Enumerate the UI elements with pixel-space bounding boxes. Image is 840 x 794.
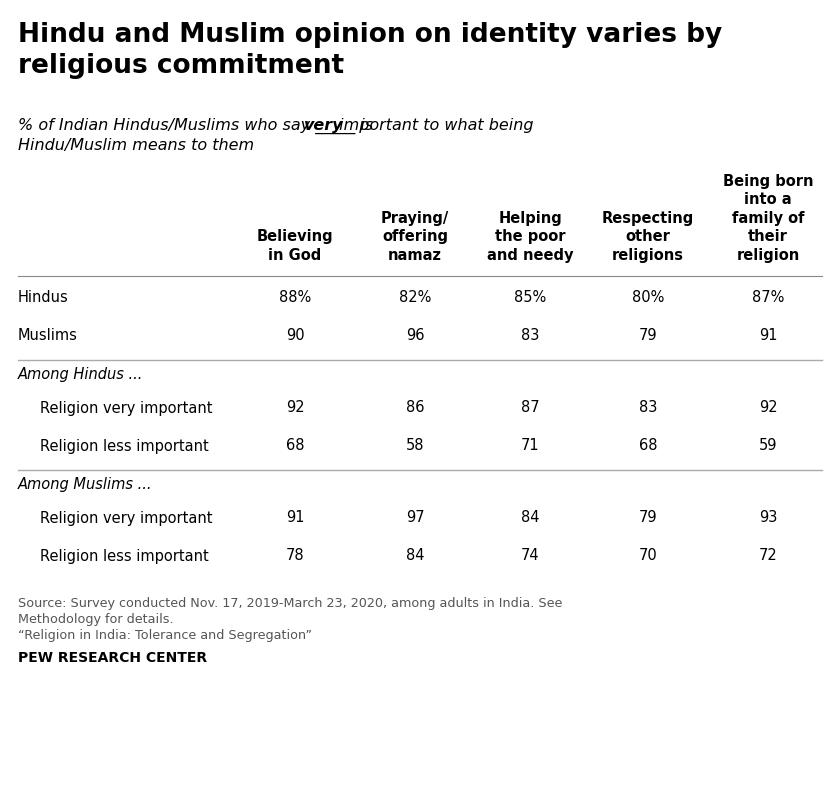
Text: Praying/
offering
namaz: Praying/ offering namaz: [381, 210, 449, 263]
Text: “Religion in India: Tolerance and Segregation”: “Religion in India: Tolerance and Segreg…: [18, 629, 312, 642]
Text: important to what being: important to what being: [334, 118, 533, 133]
Text: 91: 91: [286, 511, 304, 526]
Text: 92: 92: [286, 400, 304, 415]
Text: 58: 58: [406, 438, 424, 453]
Text: 85%: 85%: [514, 291, 546, 306]
Text: 90: 90: [286, 329, 304, 344]
Text: Hindu/Muslim means to them: Hindu/Muslim means to them: [18, 138, 255, 153]
Text: Among Hindus ...: Among Hindus ...: [18, 367, 144, 381]
Text: 83: 83: [521, 329, 539, 344]
Text: 83: 83: [638, 400, 657, 415]
Text: 87%: 87%: [752, 291, 785, 306]
Text: 70: 70: [638, 549, 658, 564]
Text: Among Muslims ...: Among Muslims ...: [18, 476, 153, 491]
Text: Hindus: Hindus: [18, 291, 69, 306]
Text: 97: 97: [406, 511, 424, 526]
Text: 92: 92: [759, 400, 777, 415]
Text: 79: 79: [638, 329, 658, 344]
Text: % of Indian Hindus/Muslims who say _____ is: % of Indian Hindus/Muslims who say _____…: [18, 118, 378, 134]
Text: 84: 84: [406, 549, 424, 564]
Text: Methodology for details.: Methodology for details.: [18, 613, 174, 626]
Text: 96: 96: [406, 329, 424, 344]
Text: 84: 84: [521, 511, 539, 526]
Text: 74: 74: [521, 549, 539, 564]
Text: Respecting
other
religions: Respecting other religions: [602, 210, 694, 263]
Text: 78: 78: [286, 549, 304, 564]
Text: 93: 93: [759, 511, 777, 526]
Text: Religion very important: Religion very important: [40, 511, 213, 526]
Text: 86: 86: [406, 400, 424, 415]
Text: Helping
the poor
and needy: Helping the poor and needy: [486, 210, 573, 263]
Text: Religion less important: Religion less important: [40, 438, 209, 453]
Text: Source: Survey conducted Nov. 17, 2019-March 23, 2020, among adults in India. Se: Source: Survey conducted Nov. 17, 2019-M…: [18, 597, 562, 610]
Text: 87: 87: [521, 400, 539, 415]
Text: 79: 79: [638, 511, 658, 526]
Text: 72: 72: [759, 549, 777, 564]
Text: Being born
into a
family of
their
religion: Being born into a family of their religi…: [722, 174, 813, 263]
Text: 82%: 82%: [399, 291, 431, 306]
Text: 71: 71: [521, 438, 539, 453]
Text: Hindu and Muslim opinion on identity varies by
religious commitment: Hindu and Muslim opinion on identity var…: [18, 22, 722, 79]
Text: 59: 59: [759, 438, 777, 453]
Text: very: very: [304, 118, 344, 133]
Text: PEW RESEARCH CENTER: PEW RESEARCH CENTER: [18, 651, 207, 665]
Text: 68: 68: [638, 438, 657, 453]
Text: Muslims: Muslims: [18, 329, 78, 344]
Text: 88%: 88%: [279, 291, 311, 306]
Text: 80%: 80%: [632, 291, 664, 306]
Text: Religion very important: Religion very important: [40, 400, 213, 415]
Text: Religion less important: Religion less important: [40, 549, 209, 564]
Text: 68: 68: [286, 438, 304, 453]
Text: 91: 91: [759, 329, 777, 344]
Text: Believing
in God: Believing in God: [257, 229, 333, 263]
